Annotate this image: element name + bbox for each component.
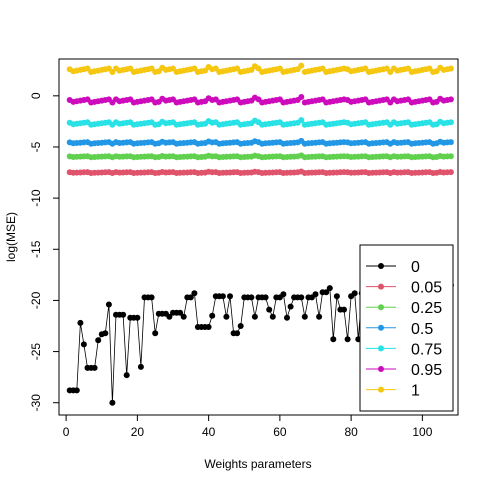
y-tick-label: -20 xyxy=(29,291,43,309)
data-point xyxy=(447,139,454,146)
data-point xyxy=(323,289,330,296)
plot-frame xyxy=(58,58,459,416)
data-point xyxy=(123,372,130,379)
data-point xyxy=(191,290,198,297)
data-point xyxy=(102,330,109,337)
data-point xyxy=(351,290,358,297)
data-point xyxy=(120,311,127,318)
data-point xyxy=(298,62,305,69)
legend-label: 0.75 xyxy=(411,341,442,358)
x-tick-label: 80 xyxy=(344,425,358,439)
x-tick-label: 40 xyxy=(202,425,216,439)
data-point xyxy=(447,96,454,103)
data-point xyxy=(219,293,226,300)
data-point xyxy=(223,313,230,320)
data-point xyxy=(298,117,305,124)
data-point xyxy=(73,387,80,394)
data-point xyxy=(166,313,173,320)
data-point xyxy=(447,119,454,126)
legend-marker xyxy=(378,345,384,352)
data-point xyxy=(91,364,98,371)
data-point xyxy=(205,324,212,330)
legend-marker xyxy=(378,366,384,372)
data-point xyxy=(316,313,323,320)
x-tick-label: 20 xyxy=(131,425,145,439)
data-point xyxy=(262,294,269,301)
x-tick-label: 60 xyxy=(273,425,287,439)
data-point xyxy=(134,314,141,321)
data-point xyxy=(227,293,233,300)
data-point xyxy=(284,314,290,321)
data-point xyxy=(312,291,319,298)
data-point xyxy=(447,153,454,160)
data-point xyxy=(251,313,258,320)
x-axis-label: Weights parameters xyxy=(204,457,311,471)
series-0.75 xyxy=(66,117,454,128)
data-point xyxy=(330,336,337,343)
data-point xyxy=(287,303,294,310)
legend: 0 0.05 0.25 0.5 0.75 0.95 1 xyxy=(359,244,454,412)
legend-label: 0.5 xyxy=(411,321,433,338)
x-tick-label: 100 xyxy=(412,425,432,439)
data-point xyxy=(109,399,116,406)
data-point xyxy=(341,306,347,313)
legend-label: 0 xyxy=(411,259,420,276)
data-point xyxy=(280,291,287,298)
x-axis: 0 20 40 60 80 100 xyxy=(63,415,433,439)
data-point xyxy=(177,309,184,316)
y-tick-label: -5 xyxy=(29,141,43,152)
data-point xyxy=(298,294,305,301)
legend-marker xyxy=(378,304,384,311)
data-point xyxy=(95,337,102,344)
legend-label: 1 xyxy=(411,383,420,400)
data-point xyxy=(209,312,216,319)
y-axis-label: log(MSE) xyxy=(4,212,18,262)
data-point xyxy=(266,306,273,313)
legend-marker xyxy=(378,263,384,269)
data-point xyxy=(301,313,308,320)
series-1 xyxy=(66,62,454,75)
y-tick-label: -30 xyxy=(29,394,43,412)
y-axis: -30 -25 -20 -15 -10 -5 0 xyxy=(29,92,59,411)
data-point xyxy=(148,294,155,301)
series-0.25 xyxy=(66,152,454,161)
data-point xyxy=(152,330,159,337)
y-tick-label: -10 xyxy=(29,189,43,207)
y-tick-label: -25 xyxy=(29,343,43,361)
series-0.05 xyxy=(66,168,454,176)
y-tick-label: -15 xyxy=(29,240,43,258)
data-point xyxy=(269,313,276,320)
data-point xyxy=(326,285,333,292)
data-point xyxy=(234,330,241,337)
legend-label: 0.05 xyxy=(411,280,442,297)
data-point xyxy=(447,169,454,176)
data-point xyxy=(248,294,255,301)
data-point xyxy=(80,341,87,348)
series-0.95 xyxy=(66,94,454,106)
data-point xyxy=(180,313,187,320)
data-point xyxy=(298,94,305,100)
legend-marker xyxy=(378,324,384,331)
legend-marker xyxy=(378,386,384,393)
legend-label: 0.95 xyxy=(411,362,442,379)
data-point xyxy=(447,65,454,72)
y-tick-label: 0 xyxy=(29,92,43,99)
legend-marker xyxy=(378,283,384,290)
data-point xyxy=(105,301,112,308)
data-point xyxy=(344,336,351,343)
data-point xyxy=(187,294,194,301)
data-point xyxy=(237,323,244,329)
series-0.5 xyxy=(66,137,454,147)
data-point xyxy=(333,293,340,300)
data-point xyxy=(77,319,84,326)
data-point xyxy=(137,363,144,370)
x-tick-label: 0 xyxy=(63,425,70,439)
legend-label: 0.25 xyxy=(411,300,442,317)
